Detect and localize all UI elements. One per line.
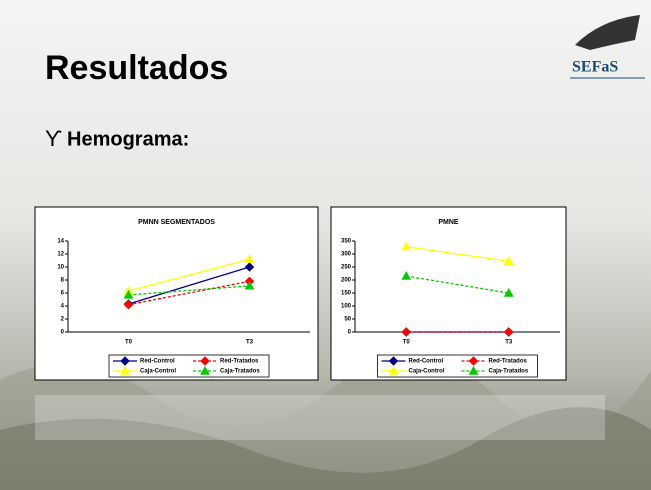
series-line [406, 246, 509, 262]
y-tick-label: 250 [341, 265, 352, 271]
x-tick-label: T3 [246, 340, 254, 346]
charts: PMNN SEGMENTADOS 0 2 4 6 8 10 12 14 T0 T3 Red-Contr… [34, 206, 567, 381]
legend-box [108, 354, 270, 378]
y-tick-label: 12 [57, 252, 64, 258]
chart-title: PMNN SEGMENTADOS [138, 219, 215, 226]
x-tick-label: T0 [125, 340, 133, 346]
legend-marker [388, 365, 399, 375]
chart-box [330, 206, 567, 381]
legend-label: Red-Control [409, 359, 444, 365]
bullet-text: Hemograma: [67, 128, 189, 150]
y-tick-label: 14 [57, 239, 64, 245]
marker [503, 287, 514, 297]
series-line [128, 266, 250, 305]
y-tick-label: 50 [344, 317, 351, 323]
legend-label: Caja-Tratados [220, 369, 260, 375]
legend-label: Caja-Tratados [489, 369, 529, 375]
y-tick-label: 150 [341, 291, 352, 297]
y-tick-label: 350 [341, 239, 352, 245]
y-tick-label: 4 [61, 304, 65, 310]
marker [503, 256, 514, 265]
rocks [0, 407, 651, 490]
y-tick-label: 10 [57, 265, 64, 271]
chart-title: PMNE [438, 219, 459, 226]
y-tick-label: 0 [348, 330, 352, 336]
marker [244, 262, 255, 272]
marker [244, 254, 255, 263]
chart-box [34, 206, 319, 381]
y-tick-label: 8 [61, 278, 65, 284]
legend-marker [120, 365, 130, 375]
y-tick-label: 0 [61, 330, 65, 336]
legend-label: Red-Control [140, 359, 175, 365]
marker [401, 327, 411, 337]
y-tick-label: 6 [61, 291, 65, 297]
marker [123, 289, 134, 299]
y-tick-label: 300 [341, 252, 352, 258]
series-line [406, 275, 509, 294]
legend-box [377, 354, 538, 378]
y-tick-label: 200 [341, 278, 352, 284]
y-tick-label: 100 [341, 304, 352, 310]
legend-label: Caja-Control [409, 369, 445, 375]
overlay [35, 395, 605, 440]
legend-marker [388, 356, 399, 366]
x-tick-label: T0 [403, 340, 411, 346]
legend-marker [200, 365, 210, 375]
marker [123, 299, 134, 310]
legend-marker [468, 356, 479, 366]
series-line [128, 280, 250, 306]
x-tick-label: T3 [505, 340, 513, 346]
series-line [128, 258, 250, 292]
bullet-symbol: ϒ [45, 126, 62, 151]
legend-marker [468, 365, 479, 375]
logo-icon [575, 15, 640, 50]
legend-label: Red-Tratados [220, 359, 259, 365]
marker [401, 241, 412, 251]
slide-title: Resultados [45, 49, 228, 87]
legend-marker [120, 356, 130, 366]
series-line [128, 285, 250, 296]
legend-label: Red-Tratados [489, 359, 528, 365]
logo-text: SEFaS [572, 59, 618, 76]
marker [244, 280, 255, 290]
legend-marker [200, 356, 210, 366]
legend-label: Caja-Control [140, 369, 176, 375]
y-tick-label: 2 [61, 317, 65, 323]
marker [401, 271, 412, 280]
marker [504, 327, 514, 337]
